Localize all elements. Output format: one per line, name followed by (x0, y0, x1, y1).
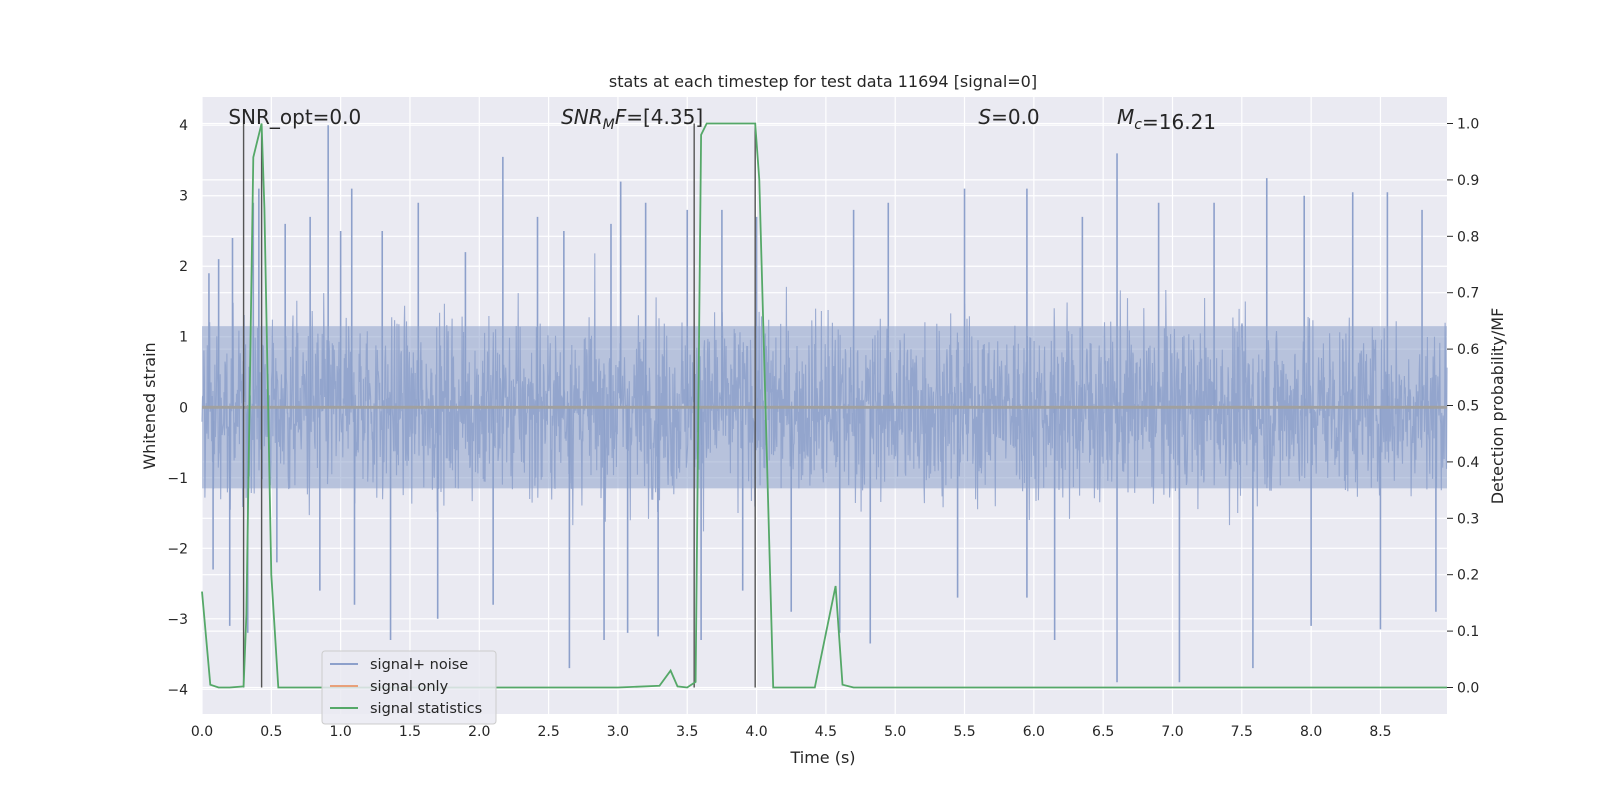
legend-label-1: signal only (370, 679, 449, 695)
left-y-tick-label: 4 (179, 118, 188, 134)
right-y-tick-label: 0.6 (1457, 342, 1479, 358)
right-y-tick-label: 0.2 (1457, 568, 1479, 584)
annotation-1: SNRMF=[4.35] (561, 105, 703, 133)
right-y-tick-label: 0.3 (1457, 511, 1479, 527)
right-y-tick-label: 0.0 (1457, 680, 1479, 696)
vertical-marker-lines (242, 123, 756, 688)
left-y-tick-label: 0 (179, 400, 188, 416)
left-y-tick-label: −4 (167, 682, 188, 698)
annotations: SNR_opt=0.0 SNRMF=[4.35] S=0.0 Mc=16.21 (228, 105, 1216, 134)
x-tick-label: 1.0 (330, 724, 352, 740)
x-axis-label: Time (s) (789, 748, 855, 767)
legend-label-2: signal statistics (370, 701, 482, 717)
x-tick-label: 4.0 (745, 724, 767, 740)
right-y-tick-label: 0.7 (1457, 286, 1479, 302)
x-tick-label: 0.5 (260, 724, 282, 740)
left-y-tick-labels: 4 3 2 1 0 −1 −2 −3 −4 (167, 118, 188, 698)
x-tick-label: 7.5 (1231, 724, 1253, 740)
x-tick-label: 7.0 (1161, 724, 1183, 740)
x-tick-label: 3.5 (676, 724, 698, 740)
left-y-tick-label: 3 (179, 189, 188, 205)
left-y-axis-label: Whitened strain (140, 342, 159, 469)
x-tick-label: 2.0 (468, 724, 490, 740)
x-tick-label: 5.0 (884, 724, 906, 740)
signal-statistics-line (201, 122, 1447, 689)
left-y-tick-label: −3 (167, 612, 188, 628)
right-y-tick-label: 0.9 (1457, 173, 1479, 189)
right-y-tick-label: 0.1 (1457, 624, 1479, 640)
x-tick-label: 6.0 (1023, 724, 1045, 740)
legend: signal+ noise signal only signal statistic… (321, 650, 497, 725)
right-y-tick-label: 0.4 (1457, 455, 1479, 471)
right-y-tick-label: 0.8 (1457, 229, 1479, 245)
x-tick-label: 8.5 (1369, 724, 1391, 740)
chart-title: stats at each timestep for test data 116… (609, 72, 1037, 91)
left-y-tick-label: 2 (179, 259, 188, 275)
legend-label-0: signal+ noise (370, 657, 468, 673)
annotation-0: SNR_opt=0.0 (228, 105, 361, 129)
annotation-2: S=0.0 (978, 105, 1039, 129)
x-tick-label: 6.5 (1092, 724, 1114, 740)
right-y-axis-label: Detection probability/MF (1488, 308, 1507, 505)
left-y-tick-label: −2 (167, 541, 188, 557)
x-tick-label: 5.5 (953, 724, 975, 740)
x-tick-label: 3.0 (607, 724, 629, 740)
legend-box (321, 650, 497, 725)
annotation-3: Mc=16.21 (1117, 105, 1216, 134)
left-y-tick-label: −1 (167, 471, 188, 487)
x-tick-labels: 0.0 0.5 1.0 1.5 2.0 2.5 3.0 3.5 4.0 4.5 5.0 5.5 6.0 6… (191, 724, 1392, 740)
right-y-tick-label: 0.5 (1457, 399, 1479, 415)
x-tick-label: 0.0 (191, 724, 213, 740)
right-y-tick-label: 1.0 (1457, 117, 1479, 133)
signal-statistics-series (201, 122, 1447, 689)
x-tick-label: 8.0 (1300, 724, 1322, 740)
x-tick-label: 1.5 (399, 724, 421, 740)
x-tick-label: 4.5 (815, 724, 837, 740)
x-tick-label: 2.5 (537, 724, 559, 740)
right-y-tick-labels: 1.0 0.9 0.8 0.7 0.6 0.5 0.4 0.3 0.2 0.1 0.0 (1447, 117, 1479, 696)
left-y-tick-label: 1 (179, 330, 188, 346)
